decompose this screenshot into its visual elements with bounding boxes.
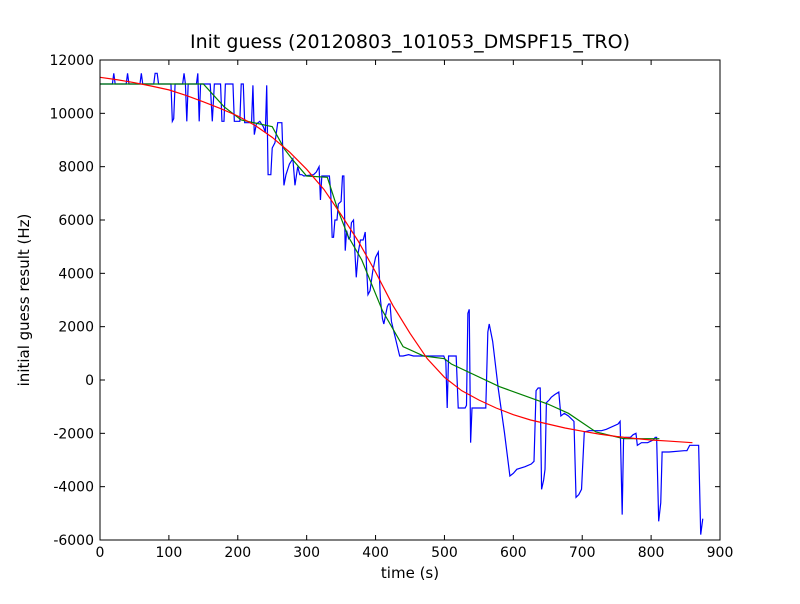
x-tick-label-0: 0 [96,545,105,561]
y-tick-label-4: 2000 [58,320,94,336]
y-tick-label-8: 10000 [49,106,94,122]
x-axis-label: time (s) [381,564,439,582]
y-tick-label-6: 6000 [58,213,94,229]
chart-title: Init guess (20120803_101053_DMSPF15_TRO) [190,31,630,53]
series-layer [99,72,704,535]
plot-area [100,60,720,540]
series-line-1 [100,72,704,535]
x-tick-label-2: 200 [224,545,251,561]
y-tick-label-0: -6000 [53,533,94,549]
y-tick-label-9: 12000 [49,53,94,69]
x-tick-label-3: 300 [293,545,320,561]
y-tick-label-2: -2000 [53,426,94,442]
x-tick-label-4: 400 [362,545,389,561]
series-line-2 [100,83,660,440]
x-tick-label-8: 800 [638,545,665,561]
series-line-3 [99,76,693,444]
y-tick-label-1: -4000 [53,480,94,496]
y-axis-label: initial guess result (Hz) [15,214,33,387]
y-tick-label-5: 4000 [58,266,94,282]
ticks-layer: 0 100 200 300 400 500 600 700 800 900 -6000 -4000 -2… [49,53,733,561]
y-tick-label-7: 8000 [58,160,94,176]
x-tick-label-6: 600 [500,545,527,561]
x-tick-label-9: 900 [707,545,734,561]
x-tick-label-1: 100 [156,545,183,561]
x-tick-label-7: 700 [569,545,596,561]
plot-frame [99,59,721,541]
x-tick-label-5: 500 [431,545,458,561]
y-tick-label-3: 0 [85,373,94,389]
